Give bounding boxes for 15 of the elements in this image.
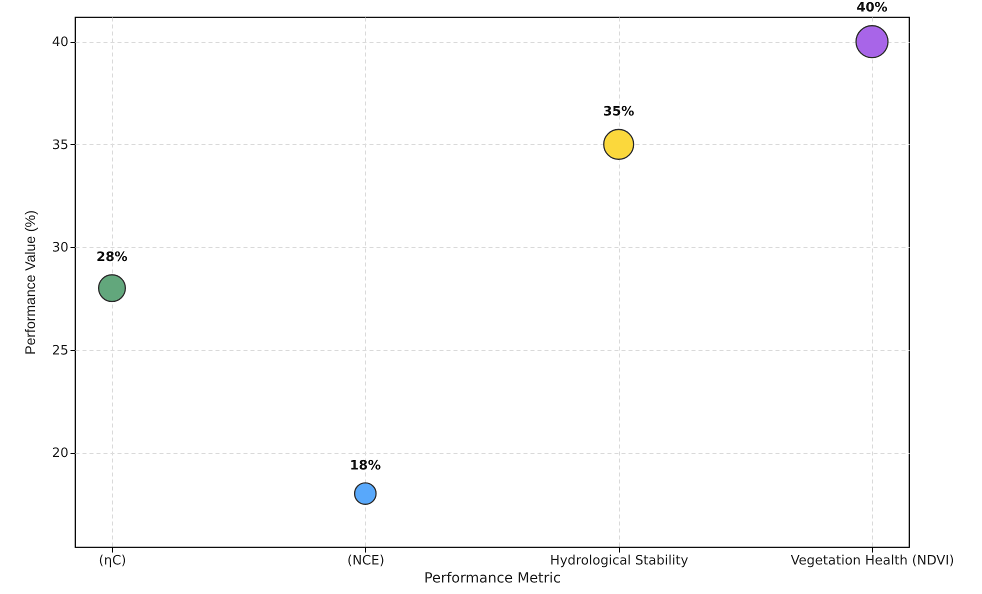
- y-tick-label: 25: [52, 343, 68, 358]
- y-tick-label: 20: [52, 446, 68, 462]
- data-label: 40%: [856, 0, 888, 16]
- x-tick-label: Vegetation Health (NDVI): [790, 554, 954, 568]
- x-tick-label: (NCE): [347, 554, 384, 568]
- x-tick-label: Hydrological Stability: [550, 554, 689, 568]
- y-tick-label: 30: [52, 240, 68, 256]
- y-tick-label: 40: [52, 35, 68, 50]
- x-axis-title: Performance Metric: [424, 570, 561, 586]
- y-axis-title: Performance Value (%): [22, 210, 38, 355]
- data-label: 35%: [603, 104, 634, 120]
- y-tick-label: 35: [52, 138, 68, 153]
- data-label: 18%: [350, 458, 381, 474]
- data-label: 28%: [96, 250, 128, 266]
- x-tick-label: (ηC): [98, 554, 126, 568]
